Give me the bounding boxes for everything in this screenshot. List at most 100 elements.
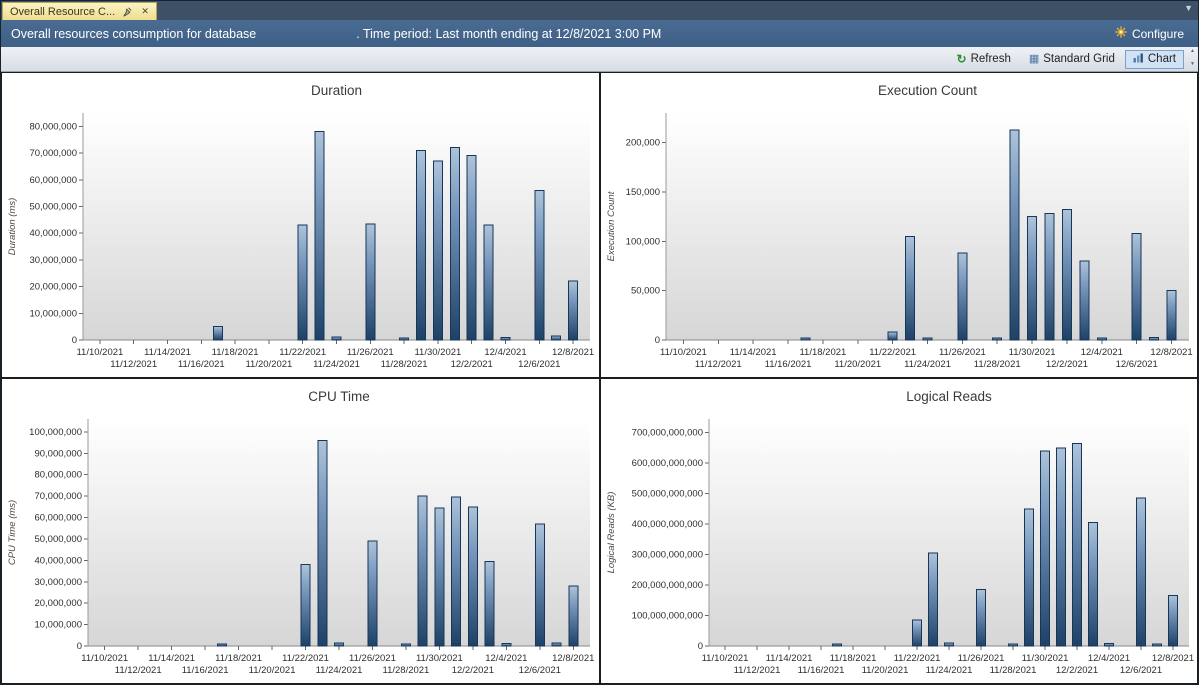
report-header: Overall resources consumption for databa… (1, 20, 1198, 47)
chart-bar[interactable] (911, 619, 922, 647)
x-tick-label: 12/4/2021 (1087, 653, 1129, 664)
chart-bar[interactable] (365, 223, 376, 341)
x-tick-label: 11/24/2021 (904, 359, 951, 370)
configure-button[interactable]: Configure (1111, 24, 1188, 43)
chart-bar[interactable] (434, 507, 445, 647)
y-tick-label: 40,000,000 (34, 555, 82, 566)
chart-bar[interactable] (300, 564, 311, 647)
x-tick-label: 11/24/2021 (313, 359, 360, 370)
chart-bar[interactable] (317, 439, 328, 647)
chart-bar[interactable] (1078, 260, 1089, 341)
chart-bar[interactable] (534, 523, 545, 647)
x-tick-label: 11/16/2021 (178, 359, 225, 370)
chart-bar[interactable] (466, 155, 477, 341)
chart-bar[interactable] (449, 147, 460, 341)
chart-bar[interactable] (1166, 290, 1177, 341)
chart-bar[interactable] (1087, 522, 1098, 647)
chart-bar[interactable] (1096, 337, 1107, 341)
refresh-icon: ↻ (956, 52, 967, 66)
chart-execution-count: Execution Count Execution Count 0 50,000 100… (599, 72, 1198, 378)
chart-bar[interactable] (956, 252, 967, 341)
chart-bar[interactable] (1135, 497, 1146, 647)
x-tick-label: 11/12/2021 (733, 665, 780, 676)
chart-bar[interactable] (1044, 213, 1055, 341)
chart-bar[interactable] (367, 540, 378, 647)
chart-bar[interactable] (334, 642, 344, 647)
chart-bar[interactable] (216, 643, 227, 647)
y-tick-label: 90,000,000 (34, 448, 82, 459)
chart-bar[interactable] (568, 585, 579, 647)
x-tick-label: 11/30/2021 (1008, 347, 1055, 358)
chart-bar[interactable] (1167, 595, 1178, 647)
x-tick-label: 11/12/2021 (115, 665, 162, 676)
x-tick-label: 11/28/2021 (383, 665, 430, 676)
chart-bar[interactable] (922, 337, 932, 341)
chart-bar[interactable] (1023, 508, 1034, 647)
x-tick-label: 11/26/2021 (938, 347, 985, 358)
chart-title: Execution Count (877, 83, 976, 98)
y-tick-label: 400,000,000,000 (631, 519, 702, 530)
scroll-down-icon[interactable]: ▼ (1190, 61, 1195, 67)
x-tick-label: 12/6/2021 (519, 665, 561, 676)
pane-scroll-arrows[interactable]: ▲ ▼ (1187, 46, 1198, 69)
chart-bar[interactable] (904, 235, 915, 341)
chart-bar[interactable] (1055, 447, 1066, 647)
x-tick-label: 11/12/2021 (110, 359, 157, 370)
x-tick-label: 11/18/2021 (799, 347, 846, 358)
chart-bar[interactable] (1009, 129, 1020, 341)
chart-bar[interactable] (927, 552, 938, 647)
chart-button[interactable]: Chart (1124, 49, 1184, 69)
chart-bar[interactable] (1151, 643, 1162, 647)
chart-bar[interactable] (831, 643, 842, 647)
tab-overall-resource-consumption[interactable]: Overall Resource C... ✕ (2, 2, 158, 20)
chart-bar[interactable] (297, 224, 308, 341)
x-tick-label: 12/8/2021 (1151, 653, 1193, 664)
chart-bar[interactable] (416, 149, 426, 341)
scroll-up-icon[interactable]: ▲ (1190, 48, 1195, 54)
x-tick-label: 11/22/2021 (282, 653, 329, 664)
refresh-button[interactable]: ↻ Refresh (949, 50, 1019, 68)
chart-bar[interactable] (568, 280, 579, 341)
x-tick-label: 12/6/2021 (1119, 665, 1161, 676)
y-tick-label: 80,000,000 (34, 470, 82, 481)
chart-bar[interactable] (975, 589, 986, 647)
chart-bar[interactable] (991, 337, 1002, 341)
standard-grid-button[interactable]: ▦ Standard Grid (1021, 50, 1123, 68)
chart-bar[interactable] (887, 331, 898, 341)
chart-bar[interactable] (331, 336, 342, 341)
chart-bar[interactable] (213, 326, 224, 341)
chart-bar[interactable] (551, 335, 562, 341)
chart-bar[interactable] (1071, 442, 1082, 647)
chart-bar[interactable] (1103, 643, 1114, 647)
tab-list-dropdown-icon[interactable]: ▼ (1184, 3, 1193, 13)
chart-bar[interactable] (483, 224, 494, 341)
chart-bar[interactable] (400, 643, 411, 647)
chart-bar[interactable] (1026, 216, 1037, 341)
chart-bar[interactable] (534, 189, 545, 341)
chart-bar[interactable] (399, 337, 410, 341)
chart-bar[interactable] (484, 560, 495, 647)
x-tick-label: 11/20/2021 (245, 359, 292, 370)
close-icon[interactable]: ✕ (141, 6, 149, 16)
pin-icon[interactable] (121, 5, 133, 18)
chart-bar[interactable] (551, 642, 562, 647)
chart-bar[interactable] (500, 336, 511, 341)
chart-bar[interactable] (467, 506, 478, 647)
chart-bar[interactable] (451, 496, 462, 647)
chart-bar[interactable] (314, 131, 325, 341)
chart-bar[interactable] (501, 642, 512, 647)
y-tick-label: 60,000,000 (29, 175, 77, 186)
chart-bar[interactable] (943, 642, 954, 647)
chart-bar[interactable] (417, 495, 428, 647)
chart-bar[interactable] (799, 337, 810, 341)
chart-bar[interactable] (1131, 232, 1142, 341)
y-tick-label: 600,000,000,000 (631, 458, 702, 469)
chart-bar[interactable] (1148, 337, 1159, 341)
chart-bar[interactable] (1007, 643, 1018, 647)
y-tick-label: 100,000,000,000 (631, 611, 702, 622)
x-tick-label: 11/16/2021 (764, 359, 811, 370)
chart-bar[interactable] (1061, 209, 1072, 341)
chart-bar[interactable] (1039, 450, 1050, 647)
chart-bar[interactable] (432, 160, 443, 341)
